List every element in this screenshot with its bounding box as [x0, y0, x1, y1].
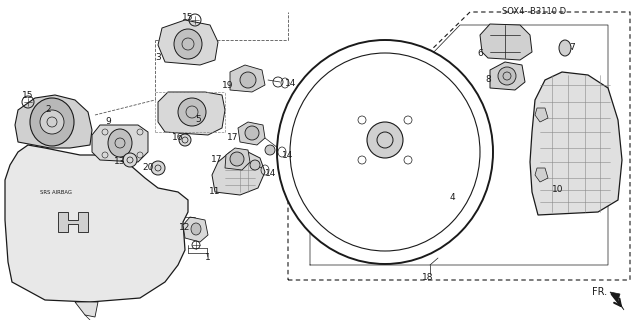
Text: 15: 15 [22, 91, 34, 100]
Ellipse shape [245, 126, 259, 140]
Text: 2: 2 [45, 106, 51, 115]
Polygon shape [360, 60, 410, 92]
Polygon shape [535, 108, 548, 122]
Polygon shape [15, 95, 92, 148]
Ellipse shape [265, 145, 275, 155]
Polygon shape [308, 122, 332, 145]
Polygon shape [530, 72, 622, 215]
Polygon shape [92, 125, 148, 162]
Ellipse shape [191, 223, 201, 235]
Polygon shape [75, 302, 98, 317]
Text: 8: 8 [485, 76, 491, 84]
Text: 15: 15 [182, 13, 194, 22]
Polygon shape [212, 152, 265, 195]
Ellipse shape [277, 40, 493, 264]
Ellipse shape [498, 67, 516, 85]
Polygon shape [490, 62, 525, 90]
Ellipse shape [250, 160, 260, 170]
Ellipse shape [174, 29, 202, 59]
Text: 9: 9 [105, 117, 111, 126]
Ellipse shape [30, 98, 74, 146]
Text: 11: 11 [209, 188, 221, 196]
Text: 13: 13 [115, 157, 125, 166]
Polygon shape [355, 115, 415, 165]
Text: 14: 14 [282, 150, 293, 159]
Polygon shape [58, 212, 88, 232]
Ellipse shape [123, 153, 137, 167]
Ellipse shape [179, 134, 191, 146]
Polygon shape [183, 217, 208, 242]
Text: 17: 17 [211, 156, 222, 164]
Text: SRS AIRBAG: SRS AIRBAG [40, 189, 72, 195]
Ellipse shape [108, 129, 132, 157]
Text: 14: 14 [265, 169, 276, 178]
Polygon shape [158, 20, 218, 65]
Polygon shape [535, 168, 548, 182]
Ellipse shape [367, 122, 403, 158]
Text: 18: 18 [422, 274, 434, 283]
Ellipse shape [40, 110, 64, 134]
Text: SOX4- B3110 D: SOX4- B3110 D [502, 7, 566, 17]
Text: 19: 19 [222, 81, 234, 90]
Text: 14: 14 [285, 78, 296, 87]
Ellipse shape [240, 72, 256, 88]
Polygon shape [238, 122, 265, 145]
Polygon shape [230, 65, 265, 92]
Polygon shape [225, 148, 250, 170]
Text: 20: 20 [142, 164, 154, 172]
Polygon shape [610, 292, 624, 310]
Ellipse shape [559, 40, 571, 56]
Text: 4: 4 [449, 194, 455, 203]
Polygon shape [158, 92, 225, 135]
Ellipse shape [151, 161, 165, 175]
Text: 16: 16 [172, 133, 184, 142]
Text: 17: 17 [227, 133, 238, 142]
Polygon shape [438, 122, 462, 145]
Text: 6: 6 [477, 49, 483, 58]
Text: 3: 3 [155, 53, 161, 62]
Text: 5: 5 [195, 116, 201, 124]
Ellipse shape [178, 98, 206, 126]
Text: FR.: FR. [592, 287, 607, 297]
Text: 10: 10 [552, 186, 564, 195]
Text: 1: 1 [205, 253, 211, 262]
Polygon shape [5, 145, 188, 302]
Text: 7: 7 [569, 44, 575, 52]
Ellipse shape [230, 152, 244, 166]
Text: 12: 12 [179, 223, 191, 233]
Polygon shape [480, 24, 532, 60]
